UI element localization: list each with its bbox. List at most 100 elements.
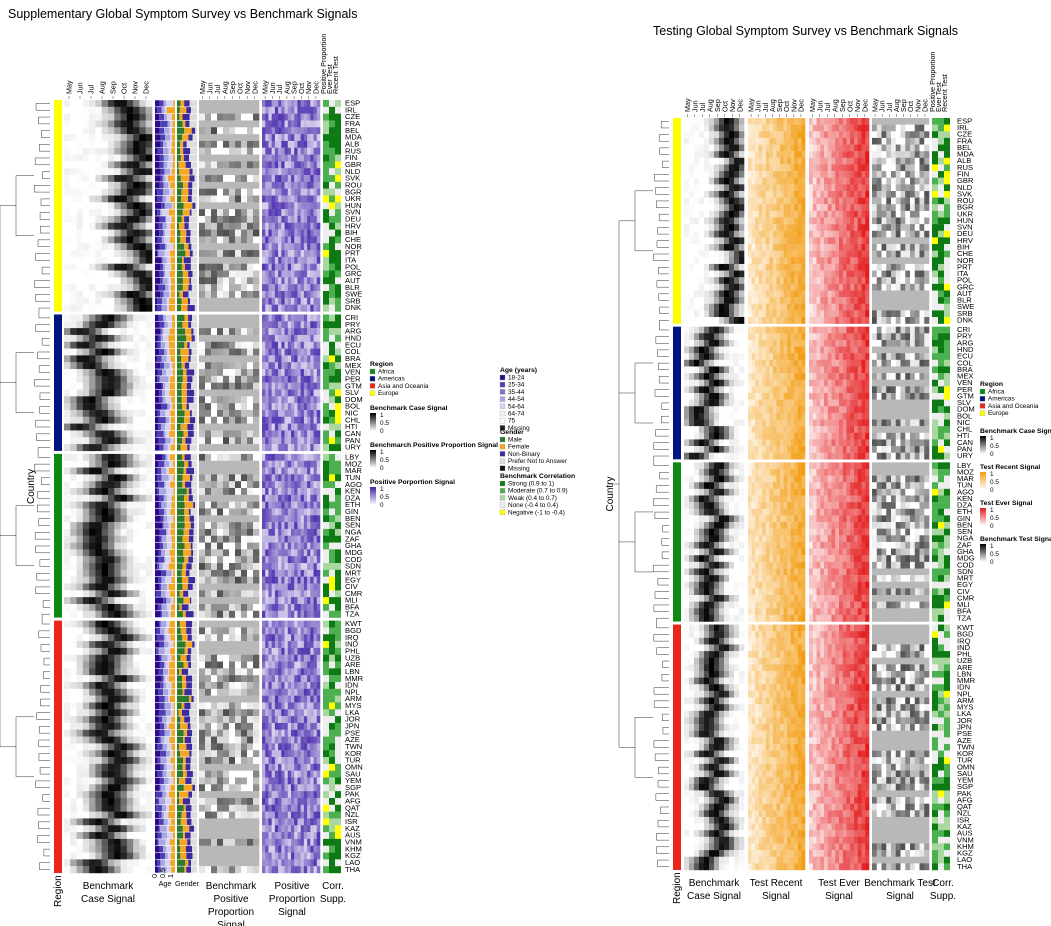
heat-cell bbox=[268, 610, 272, 618]
stack-segment bbox=[191, 437, 197, 444]
stack-segment bbox=[181, 709, 190, 716]
heat-cell bbox=[82, 528, 90, 536]
heat-cell bbox=[217, 627, 224, 635]
country-label: MRT bbox=[345, 568, 362, 577]
stack-segment bbox=[194, 515, 197, 522]
heat-cell bbox=[271, 563, 276, 571]
heat-cell bbox=[297, 250, 301, 258]
stack-segment bbox=[172, 321, 175, 328]
heat-cell bbox=[253, 355, 260, 363]
heat-cell bbox=[199, 355, 206, 363]
heat-cell bbox=[229, 215, 236, 223]
heat-cell bbox=[76, 355, 84, 363]
stack-segment bbox=[177, 536, 183, 543]
heat-cell bbox=[303, 542, 308, 550]
heat-cell bbox=[300, 229, 305, 237]
heat-cell bbox=[223, 396, 230, 404]
heat-cell bbox=[95, 147, 103, 155]
heat-cell bbox=[291, 304, 295, 312]
heat-cell bbox=[287, 634, 292, 642]
heat-cell bbox=[281, 154, 285, 162]
corr-cell bbox=[335, 668, 341, 676]
heat-cell bbox=[253, 382, 260, 390]
heat-cell bbox=[274, 709, 279, 717]
heat-cell bbox=[70, 270, 77, 278]
heat-cell bbox=[300, 134, 305, 142]
heat-cell bbox=[101, 284, 109, 292]
stack-segment bbox=[163, 597, 167, 604]
stack-segment bbox=[162, 369, 167, 376]
stack-segment bbox=[167, 277, 172, 284]
heat-cell bbox=[82, 488, 90, 496]
heat-cell bbox=[199, 106, 206, 114]
heat-cell bbox=[95, 423, 103, 431]
stack-segment bbox=[170, 182, 175, 189]
heat-cell bbox=[300, 161, 305, 169]
stack-segment bbox=[191, 243, 197, 250]
heat-cell bbox=[76, 515, 84, 523]
heat-cell bbox=[211, 362, 218, 370]
heat-cell bbox=[64, 215, 71, 223]
month-tick-label: Sep bbox=[290, 81, 299, 94]
heat-cell bbox=[253, 188, 260, 196]
heat-cell bbox=[82, 120, 90, 128]
stack-segment bbox=[184, 495, 189, 502]
heat-cell bbox=[284, 423, 289, 431]
heat-cell bbox=[64, 396, 71, 404]
stack-segment bbox=[159, 348, 165, 356]
heat-cell bbox=[278, 304, 282, 312]
heat-cell bbox=[199, 209, 206, 217]
corr-cell bbox=[323, 709, 329, 717]
heat-cell bbox=[274, 328, 279, 336]
heat-cell bbox=[313, 603, 318, 611]
heat-cell bbox=[294, 304, 298, 312]
heat-cell bbox=[262, 597, 266, 605]
heat-cell bbox=[217, 147, 224, 155]
heat-cell bbox=[229, 328, 236, 336]
stack-segment bbox=[165, 314, 172, 321]
stack-segment bbox=[182, 474, 190, 481]
heat-cell bbox=[284, 453, 289, 461]
heat-cell bbox=[126, 569, 134, 577]
stack-segment bbox=[185, 641, 193, 648]
heat-cell bbox=[223, 382, 230, 390]
heat-cell bbox=[294, 297, 298, 305]
heat-cell bbox=[101, 610, 109, 618]
heat-cell bbox=[126, 556, 134, 564]
heat-cell bbox=[139, 409, 147, 417]
heat-cell bbox=[120, 127, 128, 135]
country-label: FIN bbox=[345, 153, 357, 162]
heat-cell bbox=[229, 437, 236, 445]
heat-cell bbox=[310, 161, 314, 169]
heat-cell bbox=[274, 195, 279, 203]
stack-segment bbox=[193, 396, 197, 403]
heat-cell bbox=[126, 277, 134, 285]
stack-segment bbox=[182, 454, 185, 461]
heat-cell bbox=[64, 341, 71, 349]
heat-cell bbox=[133, 304, 140, 312]
heat-cell bbox=[76, 106, 84, 114]
heat-cell bbox=[316, 508, 321, 516]
heat-cell bbox=[223, 181, 230, 189]
heat-cell bbox=[229, 154, 236, 162]
heat-cell bbox=[133, 147, 140, 155]
heat-cell bbox=[271, 515, 276, 523]
heat-cell bbox=[205, 403, 212, 411]
corr-cell bbox=[335, 641, 341, 649]
heat-cell bbox=[64, 181, 71, 189]
heat-cell bbox=[223, 620, 230, 628]
country-label: DOM bbox=[345, 395, 363, 404]
heat-cell bbox=[70, 389, 77, 397]
country-label: EGY bbox=[345, 575, 361, 584]
heat-cell bbox=[120, 542, 128, 550]
heat-cell bbox=[307, 453, 311, 461]
heat-cell bbox=[274, 236, 279, 244]
corr-cell bbox=[329, 375, 335, 383]
heat-cell bbox=[126, 474, 134, 482]
heat-cell bbox=[95, 549, 103, 557]
stack-segment bbox=[167, 542, 172, 550]
month-tick-label: May bbox=[65, 80, 74, 94]
stack-segment bbox=[155, 709, 159, 716]
stack-segment bbox=[163, 148, 169, 155]
heat-cell bbox=[217, 647, 224, 655]
